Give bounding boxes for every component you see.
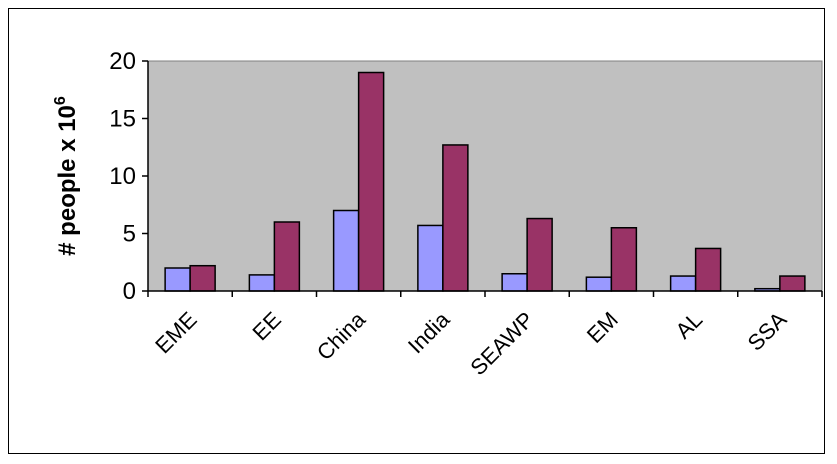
y-tick-label: 20: [109, 48, 136, 75]
y-tick-label: 0: [123, 278, 136, 305]
x-tick-label: EM: [582, 307, 623, 348]
bar-series1-em: [585, 276, 613, 292]
x-tick-label: India: [403, 306, 455, 358]
y-axis-label-text: # people x 10: [54, 105, 81, 256]
bars-group: [164, 71, 806, 292]
y-tick-label: 10: [109, 163, 136, 190]
bar-series2-em: [610, 227, 638, 292]
bar-series2-india: [442, 144, 469, 292]
bar-series2-seawp: [526, 217, 553, 292]
y-tick-label: 15: [109, 106, 136, 133]
bar-series2-eme: [189, 264, 216, 292]
bar-series2-ee: [273, 221, 301, 292]
x-tick-label: China: [312, 306, 371, 365]
bar-series1-al: [669, 275, 697, 292]
bar-series2-china: [357, 71, 385, 292]
bar-series1-eme: [164, 267, 191, 292]
bar-series1-india: [417, 224, 444, 292]
bar-series1-seawp: [501, 273, 528, 292]
y-axis-label-superscript: 6: [52, 96, 69, 105]
bar-series1-china: [332, 209, 360, 292]
x-tick-label: EE: [247, 307, 285, 345]
bar-series2-al: [694, 247, 722, 292]
x-tick-label: AL: [670, 307, 707, 344]
x-tick-label: SEAWP: [465, 307, 538, 380]
y-ticks-group: 0 5 10 15 20: [109, 48, 148, 305]
x-labels-group: EME EE China India SEAWP EM AL SSA: [147, 291, 823, 380]
bar-series1-ee: [248, 274, 276, 292]
x-tick-label: EME: [150, 307, 201, 358]
y-tick-label: 5: [123, 221, 136, 248]
bar-series2-ssa: [779, 275, 806, 292]
y-axis-label: # people x 106: [52, 96, 81, 256]
x-tick-label: SSA: [743, 307, 792, 356]
